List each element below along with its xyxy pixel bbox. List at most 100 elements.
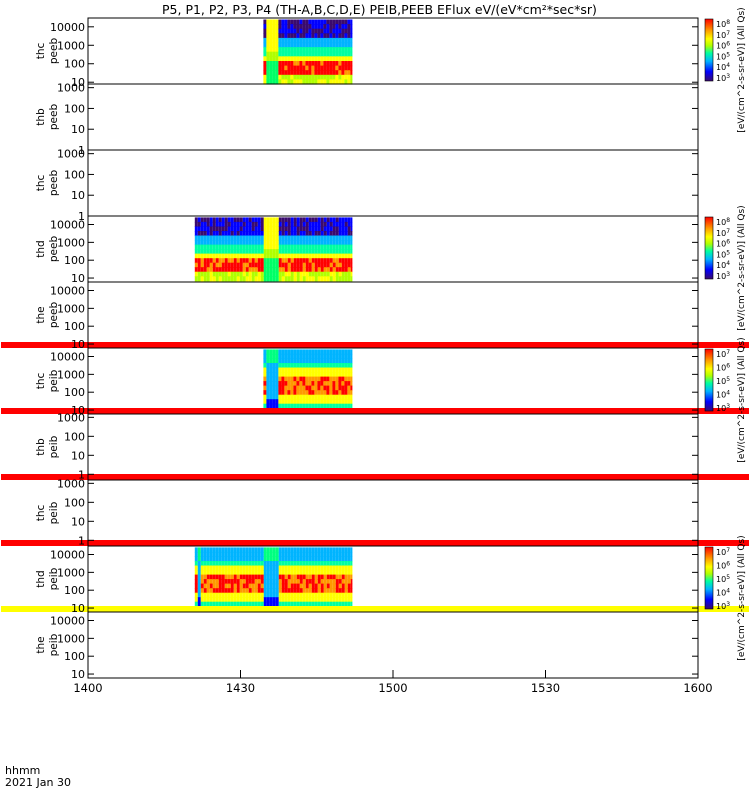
spectrogram-cell — [290, 231, 294, 237]
spectrogram-cell — [350, 79, 353, 85]
spectrogram-cell — [212, 244, 216, 250]
spectrogram-cell — [233, 244, 237, 250]
spectrogram-cell — [341, 376, 345, 382]
spectrogram-cell — [347, 385, 351, 391]
spectrogram-cell — [269, 271, 273, 277]
spectrogram-cell — [251, 249, 255, 255]
spectrogram-cell — [281, 249, 285, 255]
spectrogram-cell — [263, 385, 267, 391]
spectrogram-cell — [281, 561, 285, 567]
spectrogram-cell — [284, 592, 288, 598]
spectrogram-cell — [224, 597, 228, 603]
spectrogram-cell — [242, 570, 246, 576]
spectrogram-cell — [323, 561, 327, 567]
spectrogram-cell — [347, 47, 351, 53]
spectrogram-cell — [335, 24, 339, 30]
spectrogram-cell — [209, 217, 213, 223]
spectrogram-cell — [344, 221, 348, 227]
spectrogram-cell — [314, 70, 318, 76]
spectrogram-cell — [269, 79, 273, 85]
spectrogram-cell — [347, 363, 351, 369]
spectrogram-cell — [275, 19, 279, 25]
spectrogram-cell — [305, 349, 309, 355]
spectrogram-cell — [257, 597, 261, 603]
spectrogram-cell — [290, 19, 294, 25]
spectrogram-cell — [275, 276, 279, 282]
spectrogram-cell — [284, 574, 288, 580]
spectrogram-cell — [347, 358, 351, 364]
spectrogram-cell — [320, 42, 324, 48]
spectrogram-cell — [308, 565, 312, 571]
spectrogram-cell — [221, 267, 225, 273]
spectrogram-cell — [251, 547, 255, 553]
y-axis-label-product: peib — [48, 435, 60, 458]
y-tick-label: 100 — [64, 168, 85, 181]
spectrogram-cell — [278, 249, 282, 255]
spectrogram-cell — [347, 574, 351, 580]
spectrogram-cell — [338, 262, 342, 268]
spectrogram-cell — [335, 547, 339, 553]
spectrogram-cell — [329, 37, 333, 44]
spectrogram-cell — [317, 579, 321, 585]
spectrogram-cell — [266, 271, 270, 277]
spectrogram-cell — [320, 403, 324, 409]
spectrogram-cell — [221, 271, 225, 277]
spectrogram-cell — [290, 276, 294, 282]
spectrogram-cell — [212, 597, 216, 603]
spectrogram-cell — [350, 240, 353, 246]
spectrogram-cell — [305, 556, 309, 562]
spectrogram-cell — [266, 244, 270, 250]
y-tick-label: 10 — [71, 338, 85, 351]
spectrogram-cell — [272, 28, 276, 34]
spectrogram-cell — [275, 367, 279, 373]
spectrogram-cell — [344, 358, 348, 364]
spectrogram-cell — [305, 376, 309, 382]
spectrogram-cell — [242, 217, 246, 223]
spectrogram-cell — [206, 583, 210, 589]
spectrogram-cell — [350, 231, 353, 237]
spectrogram-cell — [236, 597, 240, 603]
spectrogram-cell — [260, 551, 264, 557]
spectrogram-cell — [290, 358, 294, 364]
spectrogram-cell — [293, 276, 297, 282]
spectrogram-cell — [302, 258, 306, 264]
y-tick-label: 100 — [64, 386, 85, 399]
spectrogram-cell — [251, 231, 255, 237]
spectrogram-cell — [329, 226, 333, 232]
spectrogram-cell — [242, 601, 246, 607]
spectrogram-cell — [293, 28, 297, 34]
spectrogram-cell — [293, 74, 297, 80]
spectrogram-cell — [212, 583, 216, 589]
spectrogram-cell — [266, 221, 270, 227]
spectrogram-cell — [302, 24, 306, 30]
y-tick-label: 1000 — [57, 82, 85, 95]
spectrogram-cell — [236, 574, 240, 580]
spectrogram-cell — [287, 244, 291, 250]
spectrogram-cell — [269, 70, 273, 76]
spectrogram-cell — [254, 565, 258, 571]
spectrogram-cell — [326, 271, 330, 277]
spectrogram-cell — [200, 565, 204, 571]
spectrogram-cell — [350, 276, 353, 282]
spectrogram-cell — [314, 240, 318, 246]
spectrogram-cell — [338, 367, 342, 373]
spectrogram-cell — [239, 244, 243, 250]
spectrogram-cell — [245, 271, 249, 277]
spectrogram-cell — [308, 56, 312, 62]
spectrogram-cell — [278, 588, 282, 594]
spectrogram-cell — [278, 231, 282, 237]
spectrogram-cell — [266, 47, 270, 53]
spectrogram-cell — [341, 56, 345, 62]
spectrogram-cell — [323, 565, 327, 571]
spectrogram-cell — [308, 231, 312, 237]
spectrogram-cell — [287, 253, 291, 259]
spectrogram-cell — [269, 24, 273, 30]
spectrogram-cell — [248, 253, 252, 259]
spectrogram-cell — [305, 271, 309, 277]
spectrogram-cell — [350, 565, 353, 571]
spectrogram-cell — [305, 547, 309, 553]
spectrogram-cell — [332, 65, 336, 71]
colorbar-tick-label: 105 — [716, 574, 730, 584]
spectrogram-cell — [203, 253, 207, 259]
spectrogram-cell — [281, 244, 285, 250]
